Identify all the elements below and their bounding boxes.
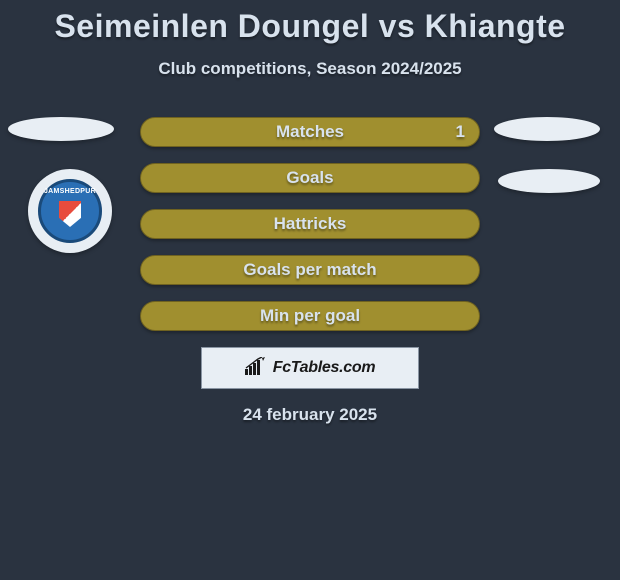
player-right-oval-1 bbox=[494, 117, 600, 141]
stat-label: Min per goal bbox=[260, 306, 360, 326]
stat-bars: Matches 1 Goals Hattricks Goals per matc… bbox=[140, 117, 480, 331]
player-right-oval-2 bbox=[498, 169, 600, 193]
stat-bar-goals: Goals bbox=[140, 163, 480, 193]
stat-bar-matches: Matches 1 bbox=[140, 117, 480, 147]
shield-icon bbox=[59, 201, 81, 227]
stats-area: JAMSHEDPUR Matches 1 Goals Hattricks Goa… bbox=[0, 117, 620, 425]
player-left-oval-1 bbox=[8, 117, 114, 141]
stat-bar-min-per-goal: Min per goal bbox=[140, 301, 480, 331]
brand-text: FcTables.com bbox=[273, 359, 376, 377]
stat-label: Goals bbox=[286, 168, 333, 188]
subtitle: Club competitions, Season 2024/2025 bbox=[0, 59, 620, 79]
page-title: Seimeinlen Doungel vs Khiangte bbox=[0, 0, 620, 45]
stat-label: Matches bbox=[276, 122, 344, 142]
club-badge-inner: JAMSHEDPUR bbox=[38, 179, 102, 243]
date-text: 24 february 2025 bbox=[0, 405, 620, 425]
stat-bar-goals-per-match: Goals per match bbox=[140, 255, 480, 285]
stat-value-right: 1 bbox=[456, 122, 465, 142]
stat-bar-hattricks: Hattricks bbox=[140, 209, 480, 239]
chart-icon bbox=[245, 357, 267, 380]
club-badge-text: JAMSHEDPUR bbox=[44, 188, 96, 195]
club-badge: JAMSHEDPUR bbox=[28, 169, 112, 253]
stat-label: Hattricks bbox=[274, 214, 347, 234]
brand-box: FcTables.com bbox=[201, 347, 419, 389]
stat-label: Goals per match bbox=[243, 260, 376, 280]
